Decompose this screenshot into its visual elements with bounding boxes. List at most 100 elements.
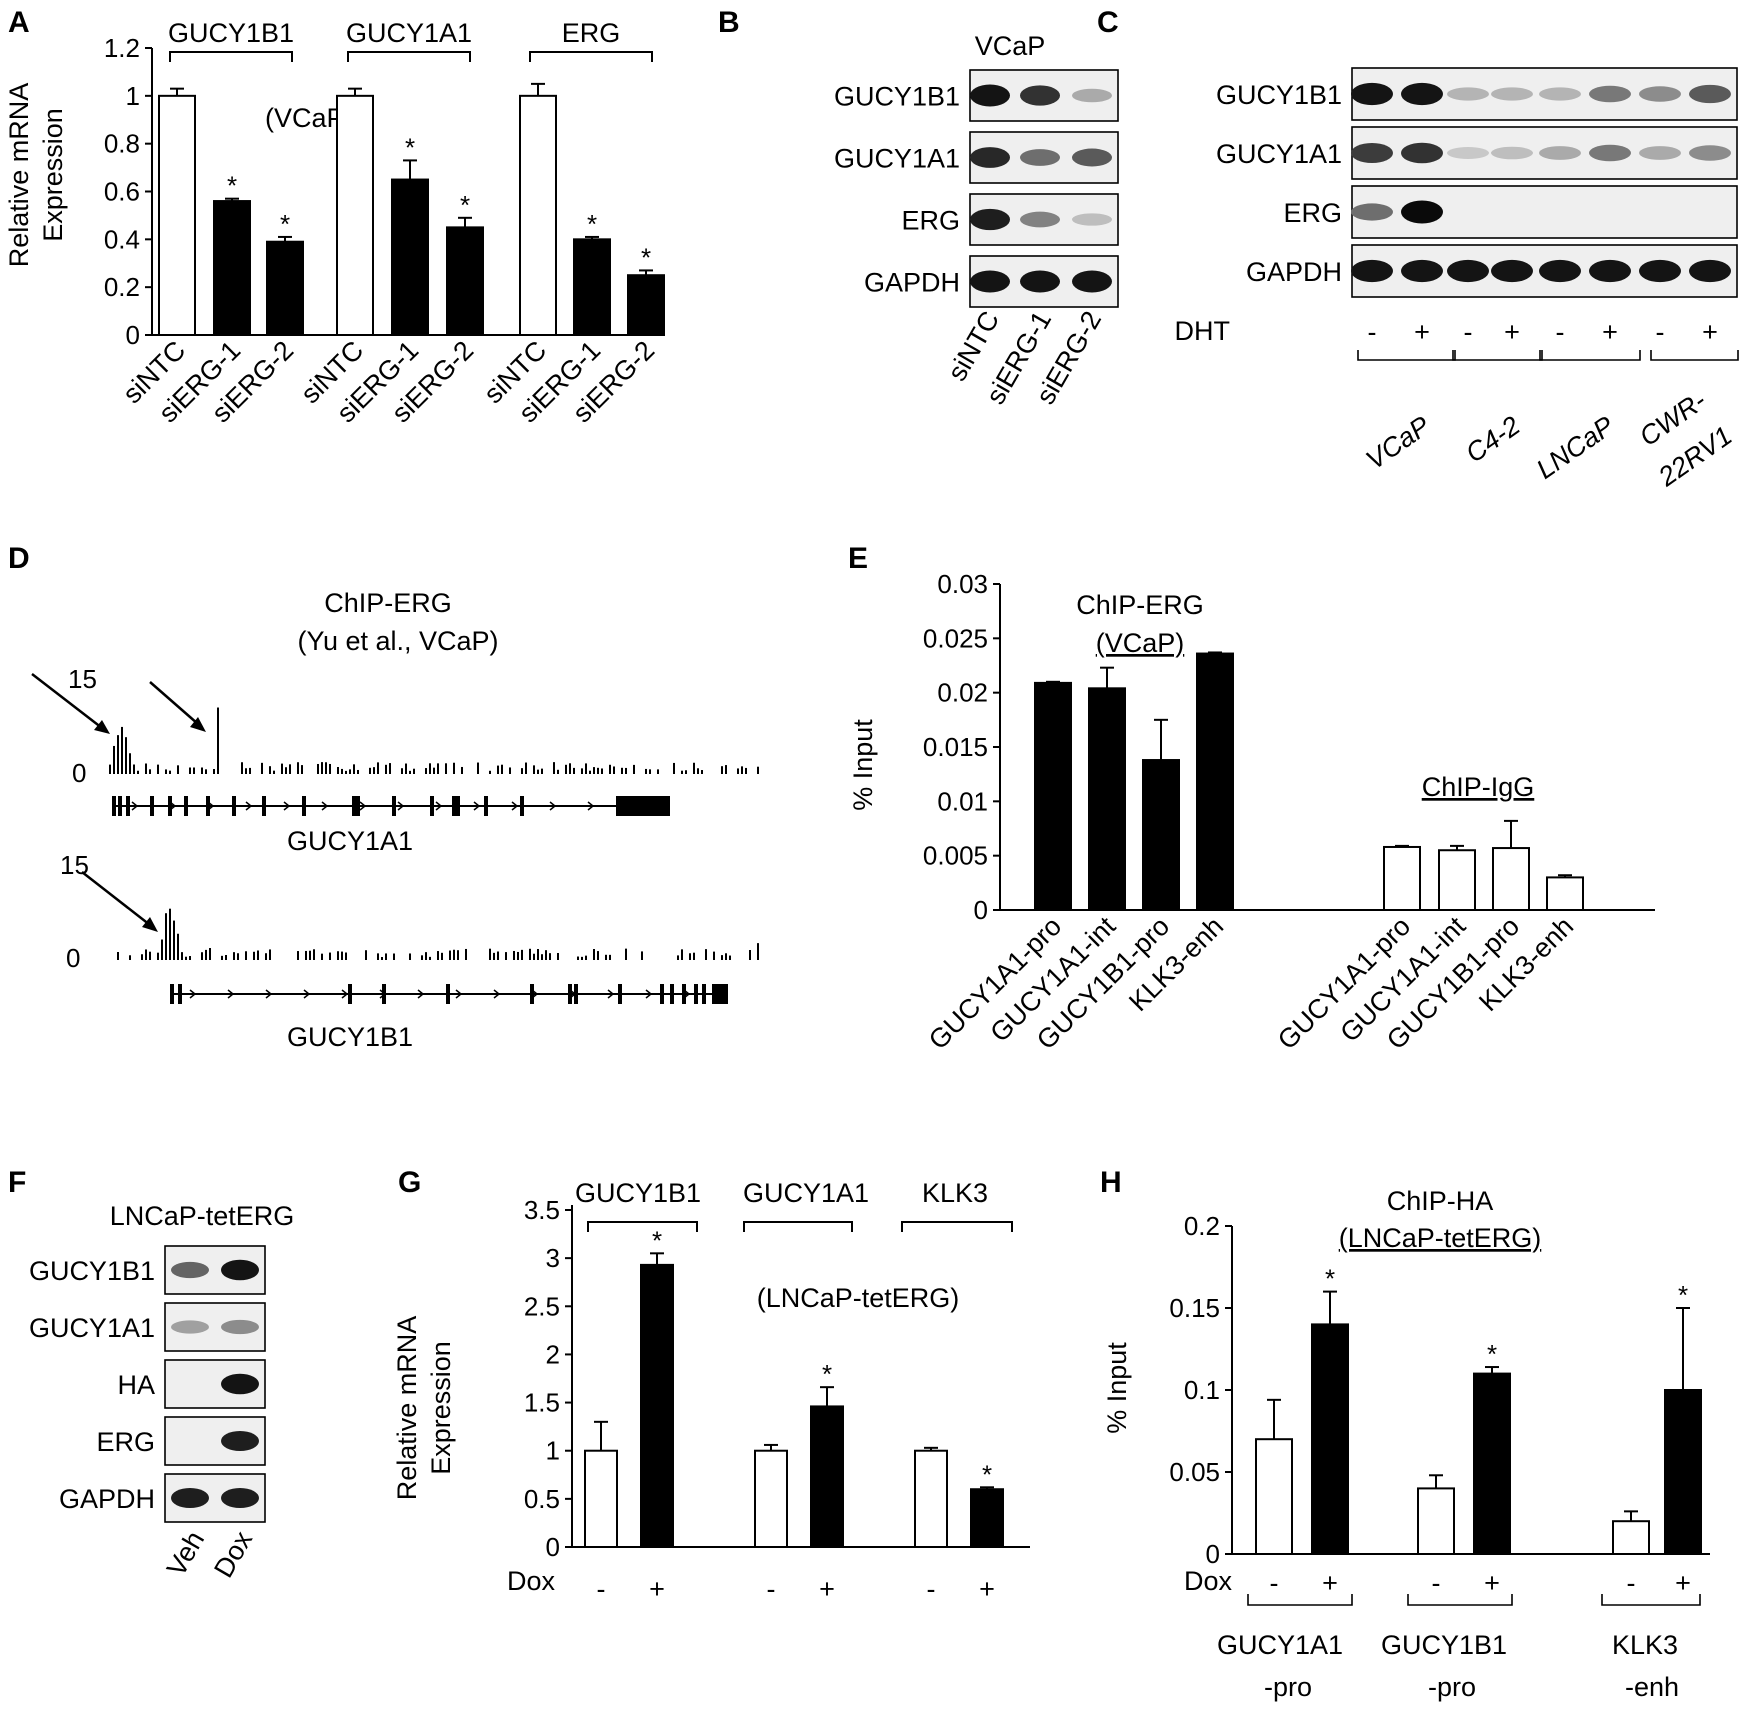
exon: [452, 796, 456, 816]
group-label: -pro: [1428, 1672, 1476, 1702]
track-ymax: 15: [68, 664, 97, 694]
y-axis-title: % Input: [848, 719, 878, 811]
protein-band: [1639, 86, 1681, 102]
group-bracket: [1407, 1594, 1513, 1606]
blot-row-label: ERG: [901, 206, 960, 236]
bar: [1255, 1438, 1293, 1555]
bar: [640, 1263, 674, 1548]
protein-band: [1351, 142, 1393, 164]
treatment-sign: +: [1484, 1568, 1500, 1598]
protein-band: [1689, 259, 1731, 283]
y-axis-title: % Input: [1102, 1342, 1132, 1434]
series-label: ChIP-IgG: [1422, 772, 1535, 802]
arrow-head: [94, 720, 110, 734]
series-label-cell: (VCaP): [1096, 628, 1185, 658]
y-tick-label: 0.02: [937, 678, 988, 708]
strand-arrow: [493, 989, 501, 999]
track-ymin: 0: [66, 943, 80, 973]
exon: [206, 796, 210, 816]
y-tick-label: 0: [974, 895, 988, 925]
panel-d: D ChIP-ERG (Yu et al., VCaP) 15 0 15 0 G…: [8, 542, 759, 1052]
protein-band: [1351, 259, 1393, 283]
bar: [1417, 1487, 1455, 1556]
significance-marker: *: [587, 209, 597, 239]
cell-bracket: [1539, 350, 1641, 361]
protein-band: [1447, 87, 1489, 101]
bar: [1034, 681, 1072, 911]
panel-letter-b: B: [718, 6, 740, 39]
bar: [336, 94, 374, 337]
protein-band: [1491, 146, 1533, 160]
protein-band: [1401, 200, 1443, 224]
bar-series: * * * * * *: [158, 82, 665, 337]
strand-arrow: [435, 801, 443, 811]
panel-letter-f: F: [8, 1166, 26, 1199]
significance-marker: *: [1487, 1339, 1497, 1369]
arrow-head: [142, 917, 158, 932]
lane-label: Veh: [161, 1526, 210, 1581]
significance-marker: *: [405, 132, 415, 162]
protein-band: [1401, 142, 1443, 164]
group-label: GUCY1A1: [346, 18, 472, 48]
significance-marker: *: [652, 1225, 662, 1255]
blot-strip: [1351, 185, 1738, 239]
bar: [754, 1449, 788, 1548]
significance-marker: *: [641, 242, 651, 272]
panel-h: H ChIP-HA (LNCaP-tetERG) % Input 0 0.05 0.…: [1100, 1166, 1710, 1702]
group-bracket: [1247, 1594, 1353, 1606]
panel-g: G (LNCaP-tetERG) Relative mRNA Expressio…: [392, 1166, 1030, 1604]
treatment-sign: -: [1627, 1568, 1636, 1598]
bar: [627, 274, 665, 337]
protein-band: [1351, 82, 1393, 106]
group-label: KLK3: [1612, 1630, 1678, 1660]
panel-letter-c: C: [1097, 6, 1119, 39]
protein-band: [221, 1373, 259, 1395]
group-bracket: [347, 51, 471, 62]
exon: [392, 796, 396, 816]
bar: [914, 1449, 948, 1548]
exon: [682, 984, 686, 1004]
y-axis-title-line-1: Relative mRNA: [392, 1316, 422, 1501]
y-tick-label: 0.1: [1184, 1375, 1220, 1405]
bar: [391, 178, 429, 336]
strand-arrow: [455, 989, 463, 999]
x-tick-labels: GUCY1A1-proGUCY1A1-intGUCY1B1-proKLK3-en…: [923, 911, 1579, 1056]
chart-label-cell: (LNCaP-tetERG): [1339, 1223, 1542, 1253]
y-axis-title-line-2: Expression: [38, 108, 68, 242]
protein-band: [1539, 87, 1581, 101]
exon: [446, 984, 450, 1004]
cell-bracket: [1452, 350, 1543, 361]
y-tick-label: 1.2: [104, 33, 140, 63]
strand-arrow: [397, 801, 405, 811]
y-axis-title: Relative mRNA Expression: [4, 83, 68, 268]
blot-row-label: GAPDH: [864, 268, 960, 298]
exon: [616, 796, 670, 816]
protein-band: [171, 1487, 209, 1509]
y-ticks: 0 0.2 0.4 0.6 0.8 1 1.2: [104, 33, 152, 350]
protein-band: [970, 208, 1010, 231]
protein-band: [1639, 259, 1681, 283]
treatment-label: Dox: [507, 1566, 556, 1596]
cell-line-label: VCaP: [975, 31, 1046, 61]
series-label: ChIP-ERG: [1076, 590, 1204, 620]
exon: [618, 984, 622, 1004]
cell-line-note: (LNCaP-tetERG): [757, 1283, 960, 1313]
bar: [158, 94, 196, 337]
group-label: GUCY1A1: [1217, 1630, 1343, 1660]
exon: [694, 984, 698, 1004]
protein-band: [1589, 85, 1631, 103]
protein-band: [221, 1259, 259, 1281]
bar: [519, 94, 557, 337]
chip-signal-track: [109, 707, 759, 774]
gene-model: [112, 796, 670, 816]
y-tick-label: 0.2: [104, 272, 140, 302]
chart-label: ChIP-HA: [1387, 1186, 1494, 1216]
bar: [1664, 1389, 1702, 1555]
bar: [1438, 849, 1476, 912]
exon: [170, 984, 174, 1004]
strand-arrow: [169, 801, 177, 811]
panel-letter-d: D: [8, 542, 30, 575]
exon: [520, 796, 524, 816]
y-tick-label: 1: [126, 81, 140, 111]
strand-arrow: [587, 801, 595, 811]
